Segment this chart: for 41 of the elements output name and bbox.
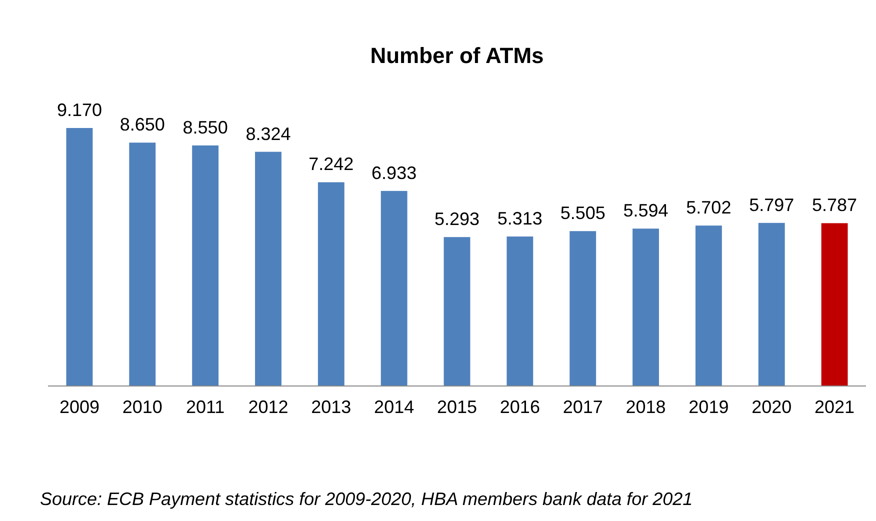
- data-label: 5.702: [686, 198, 732, 218]
- data-label: 9.170: [56, 100, 102, 120]
- x-tick-label: 2021: [814, 396, 855, 417]
- data-label: 7.242: [308, 154, 354, 174]
- x-tick-label: 2009: [59, 396, 100, 417]
- data-label: 5.293: [434, 209, 480, 230]
- bar: [632, 228, 659, 386]
- bar: [570, 231, 596, 386]
- x-tick-label: 2019: [688, 396, 729, 417]
- x-tick-label: 2014: [374, 396, 414, 417]
- x-tick-label: 2013: [311, 396, 352, 417]
- data-label: 6.933: [372, 162, 417, 183]
- x-tick-label: 2010: [122, 396, 162, 417]
- data-label: 8.550: [182, 117, 228, 138]
- x-tick-label: 2015: [436, 396, 478, 417]
- x-tick-label: 2016: [500, 396, 540, 417]
- x-tick-label: 2020: [752, 396, 792, 417]
- bar: [255, 152, 282, 386]
- bar: [695, 226, 722, 386]
- bar: [129, 142, 156, 386]
- source-note: Source: ECB Payment statistics for 2009-2020, HBA members bank data for 2021: [40, 489, 693, 509]
- chart-title: Number of ATMs: [370, 43, 544, 68]
- x-tick-label: 2012: [248, 396, 288, 417]
- data-label: 8.650: [120, 114, 165, 135]
- data-label: 5.787: [812, 195, 858, 216]
- data-label: 5.505: [560, 203, 606, 224]
- bar: [444, 237, 470, 386]
- bar: [318, 182, 344, 386]
- bar: [758, 222, 785, 386]
- data-label: 8.324: [246, 124, 291, 144]
- bar: [506, 236, 534, 386]
- data-label: 5.594: [623, 200, 668, 221]
- x-tick-label: 2011: [186, 396, 225, 417]
- bar: [821, 223, 848, 386]
- x-tick-label: 2017: [562, 396, 603, 417]
- data-label: 5.797: [749, 194, 794, 215]
- data-label: 5.313: [497, 208, 542, 229]
- bar: [192, 145, 219, 386]
- bar: [66, 128, 93, 386]
- bar: [380, 190, 408, 386]
- x-tick-label: 2018: [626, 396, 666, 417]
